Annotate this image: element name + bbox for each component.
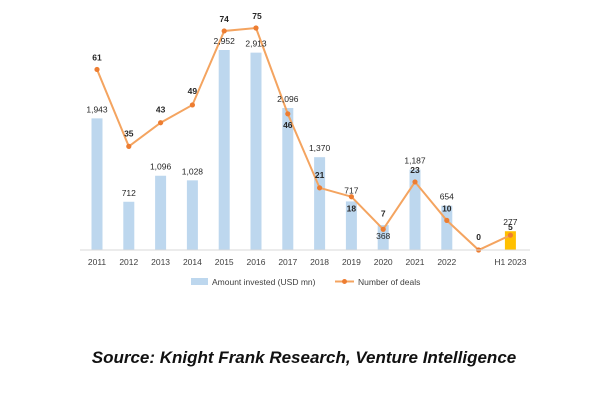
x-tick-label: 2012 (119, 257, 138, 267)
deals-point (348, 194, 354, 200)
deals-point (253, 25, 259, 31)
deals-point (158, 120, 164, 126)
x-tick-label: 2017 (278, 257, 297, 267)
bar-value-label: 368 (376, 231, 390, 241)
deals-point (507, 232, 513, 238)
deal-value-label: 18 (347, 204, 357, 214)
legend: Amount invested (USD mn) Number of deals (191, 277, 420, 287)
bar-value-label: 277 (503, 217, 517, 227)
deals-point (94, 66, 100, 73)
deals-point (380, 226, 386, 232)
x-tick-label: 2011 (88, 257, 107, 267)
deal-value-label: 74 (219, 14, 229, 24)
deals-point (221, 28, 227, 34)
bar (91, 118, 103, 250)
x-tick-label: 2021 (406, 257, 425, 267)
bar (218, 50, 230, 250)
deal-value-label: 10 (442, 203, 452, 213)
deal-value-label: 75 (252, 11, 262, 21)
bar-value-label: 1,028 (182, 166, 204, 176)
bar-value-label: 1,187 (404, 156, 426, 166)
x-tick-label: 2013 (151, 257, 170, 267)
deals-point (126, 143, 132, 149)
bar-value-label: 1,096 (150, 162, 172, 172)
deal-value-label: 0 (476, 232, 481, 242)
legend-line-label: Number of deals (358, 277, 420, 287)
deals-point (412, 179, 418, 185)
bar-series (91, 50, 516, 251)
x-tick-label: 2019 (342, 257, 361, 267)
x-tick-label: 2014 (183, 257, 202, 267)
bar (123, 201, 135, 250)
source-caption: Source: Knight Frank Research, Venture I… (91, 348, 517, 367)
deal-value-label: 61 (92, 52, 102, 62)
bar-value-label: 1,943 (86, 104, 108, 114)
legend-line-marker (342, 279, 347, 284)
bar-value-label: 1,370 (309, 143, 331, 153)
deal-value-label: 49 (188, 86, 198, 96)
bar (377, 225, 389, 250)
deal-value-label: 7 (381, 208, 386, 218)
deal-value-label: 5 (508, 222, 513, 232)
deal-value-label: 21 (315, 170, 325, 180)
x-tick-label: 2016 (247, 257, 266, 267)
bar-value-label: 717 (344, 185, 358, 195)
bar (250, 52, 262, 251)
deal-value-label: 35 (124, 128, 134, 138)
bar-value-label: 712 (122, 188, 136, 198)
deal-value-label: 46 (283, 120, 293, 130)
bar (345, 201, 357, 250)
legend-bar-label: Amount invested (USD mn) (212, 277, 316, 287)
legend-bar-swatch (191, 278, 208, 285)
deals-point (317, 185, 323, 191)
deals-point (285, 111, 291, 117)
bar-value-label: 654 (440, 192, 454, 202)
deal-value-label: 43 (156, 105, 166, 115)
bar (441, 205, 453, 250)
x-tick-label: 2015 (215, 257, 234, 267)
x-tick-label: H1 2023 (494, 257, 526, 267)
deal-value-label: 23 (410, 165, 420, 175)
deals-point (189, 102, 195, 108)
bar (504, 231, 516, 250)
bar-value-label: 2,913 (245, 39, 267, 49)
bar (409, 169, 421, 250)
deals-point (444, 217, 450, 223)
bar-value-label: 2,096 (277, 94, 299, 104)
line-series (94, 25, 513, 253)
bar (186, 180, 198, 250)
bar (282, 107, 294, 250)
bar (155, 175, 167, 250)
x-axis-ticks: 2011 2012 2013 2014 2015 2016 2017 2018 2019 2020… (88, 257, 527, 267)
deals-line (96, 26, 511, 252)
x-tick-label: 2020 (374, 257, 393, 267)
bar (314, 157, 326, 250)
x-tick-label: 2018 (310, 257, 329, 267)
bar-value-label: 2,952 (214, 36, 236, 46)
x-tick-label: 2022 (437, 257, 456, 267)
